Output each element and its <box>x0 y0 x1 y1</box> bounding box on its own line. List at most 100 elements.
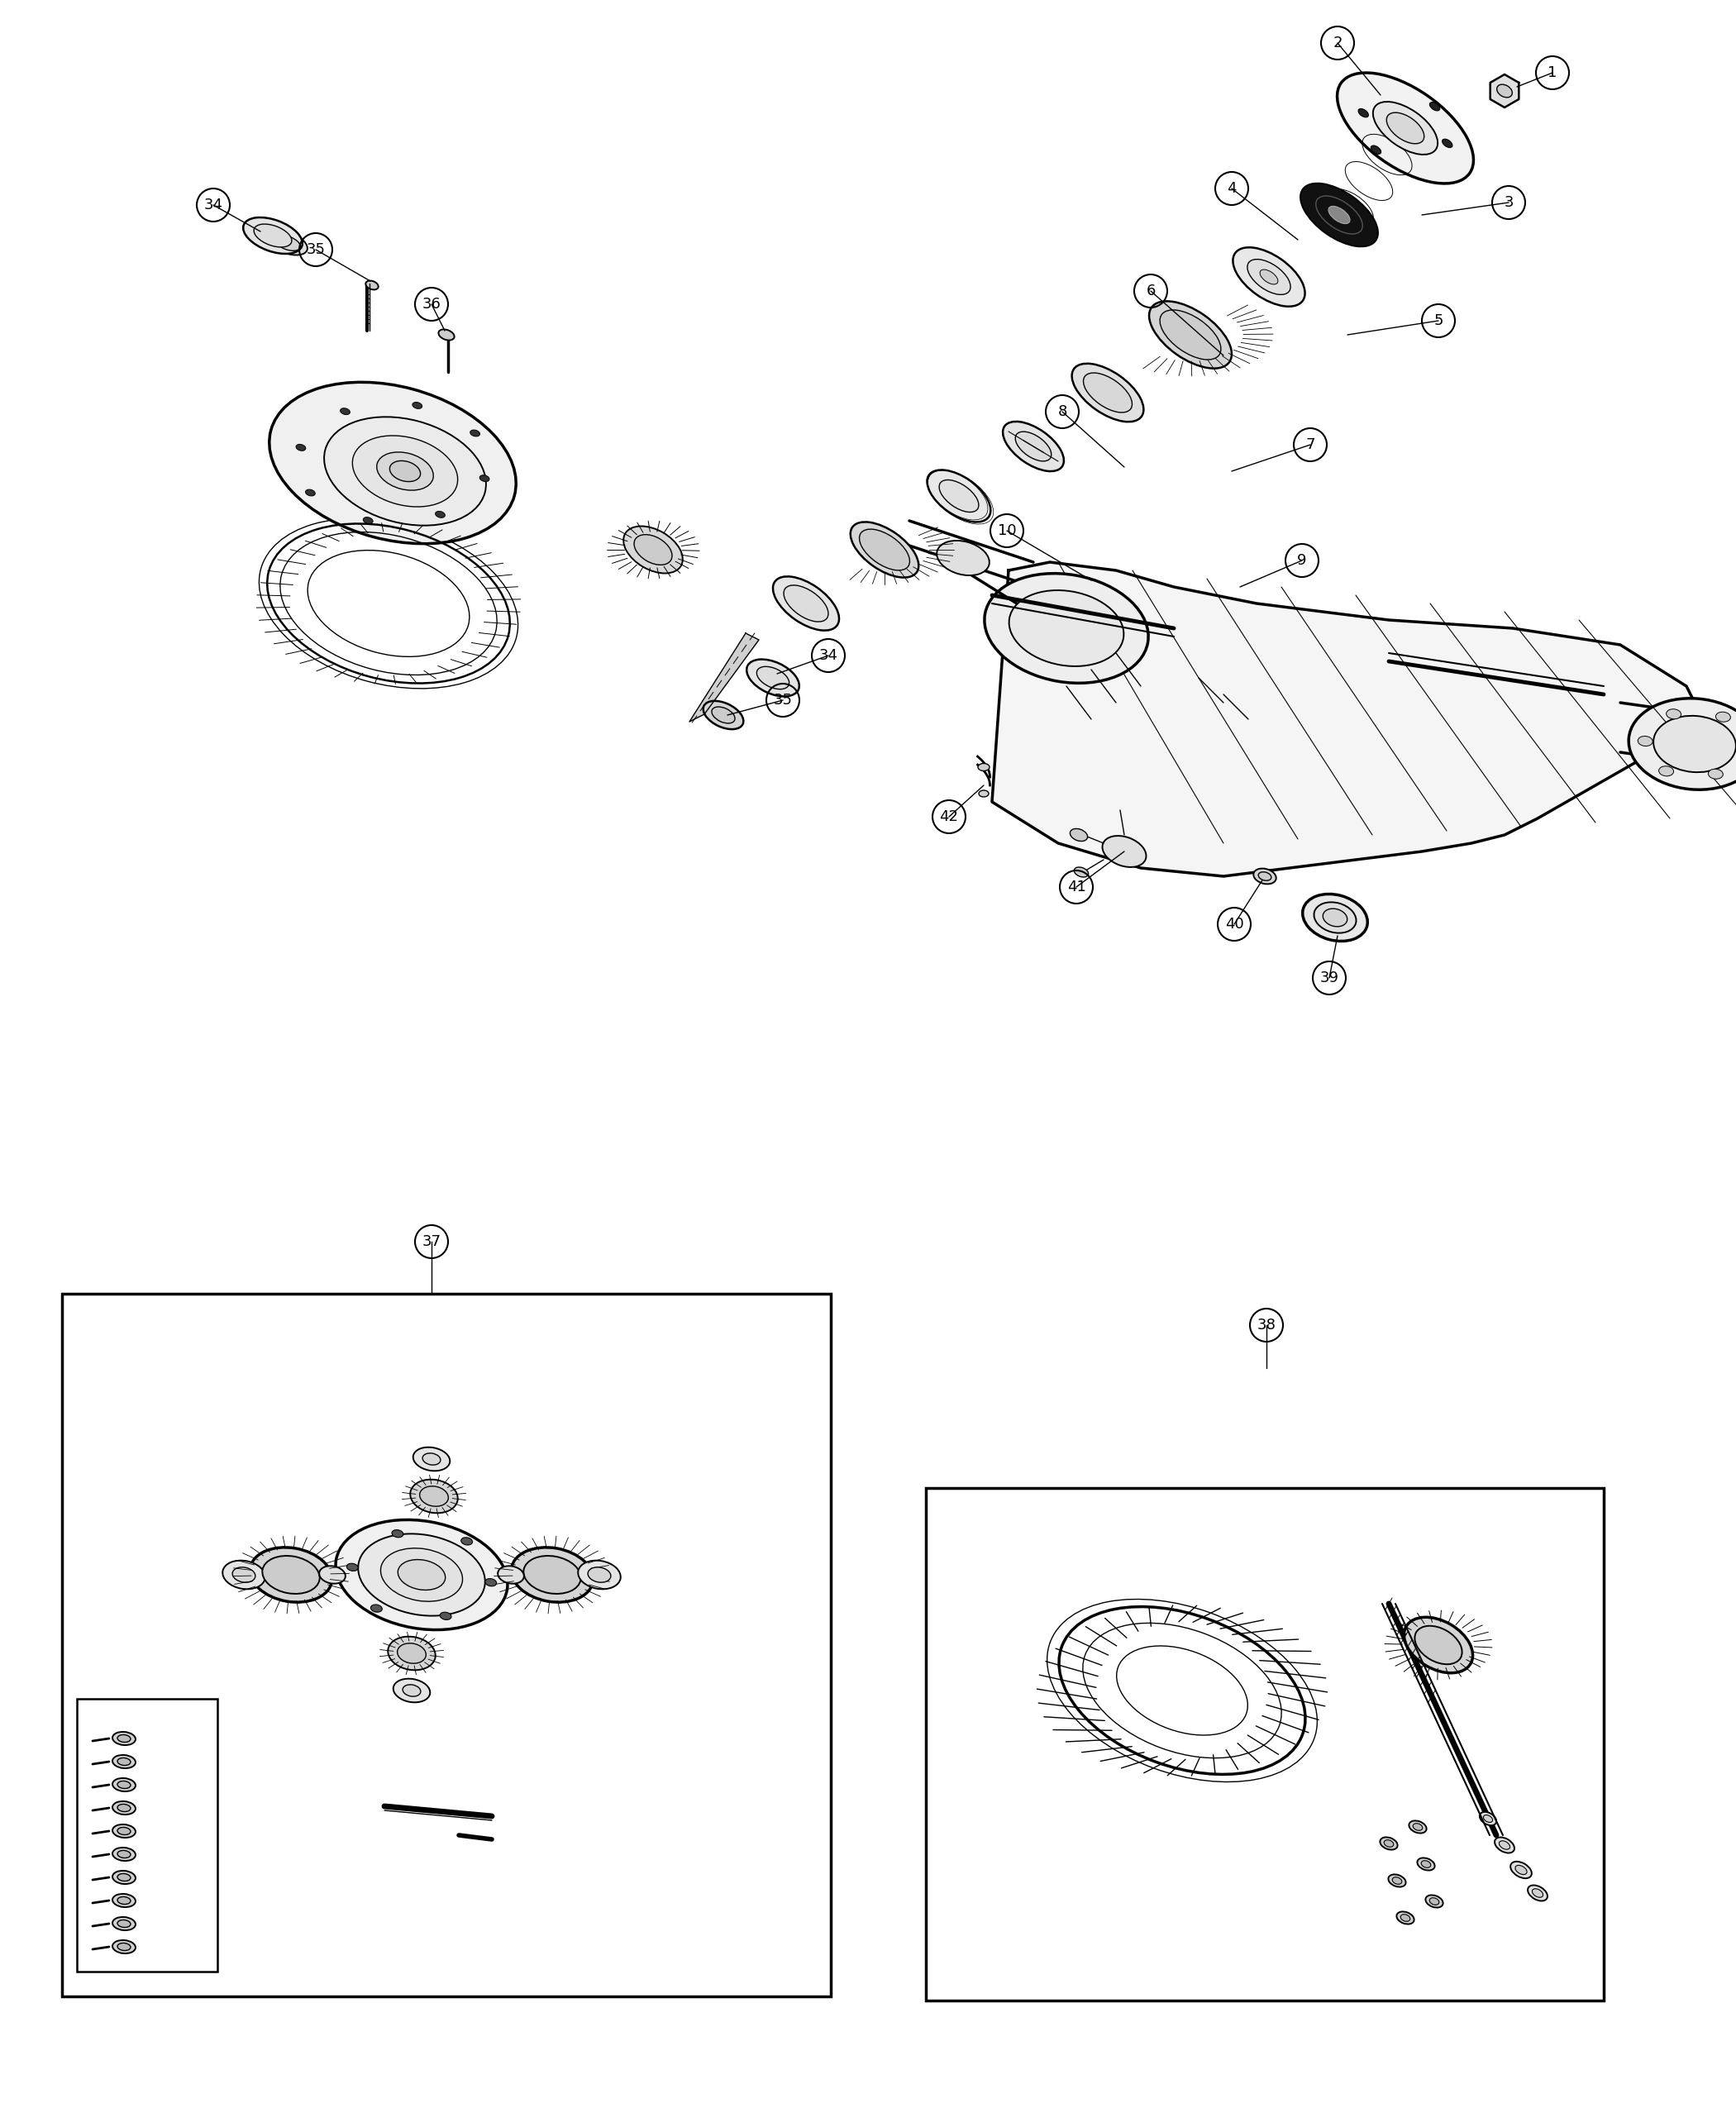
Ellipse shape <box>269 382 516 544</box>
Ellipse shape <box>1387 112 1424 143</box>
Ellipse shape <box>1358 110 1368 118</box>
Ellipse shape <box>233 1566 255 1583</box>
Ellipse shape <box>1116 1646 1248 1735</box>
Ellipse shape <box>1314 902 1356 934</box>
Ellipse shape <box>1371 145 1382 154</box>
Ellipse shape <box>118 1758 130 1764</box>
Ellipse shape <box>1415 1625 1462 1665</box>
Ellipse shape <box>1396 1912 1415 1925</box>
Text: 9: 9 <box>1297 552 1307 567</box>
Ellipse shape <box>578 1560 621 1589</box>
Ellipse shape <box>363 516 373 523</box>
Ellipse shape <box>413 1448 450 1471</box>
Ellipse shape <box>366 280 378 289</box>
Text: 10: 10 <box>998 523 1016 538</box>
Ellipse shape <box>352 436 458 506</box>
Text: 37: 37 <box>422 1233 441 1250</box>
Ellipse shape <box>439 329 455 339</box>
Ellipse shape <box>1510 1861 1531 1878</box>
Text: 35: 35 <box>306 242 325 257</box>
Text: 34: 34 <box>203 198 222 213</box>
Ellipse shape <box>712 706 734 723</box>
Ellipse shape <box>358 1535 484 1617</box>
Ellipse shape <box>413 403 422 409</box>
Ellipse shape <box>398 1644 425 1663</box>
Ellipse shape <box>1253 868 1276 883</box>
Ellipse shape <box>1302 894 1368 940</box>
Ellipse shape <box>1102 835 1146 866</box>
Ellipse shape <box>1337 74 1474 183</box>
Text: 7: 7 <box>1305 436 1316 453</box>
Ellipse shape <box>420 1486 448 1507</box>
Text: 34: 34 <box>819 647 838 664</box>
Ellipse shape <box>937 540 990 575</box>
Text: 2: 2 <box>1333 36 1342 51</box>
Ellipse shape <box>634 535 672 565</box>
Ellipse shape <box>118 1828 130 1834</box>
Ellipse shape <box>222 1560 266 1589</box>
Text: 38: 38 <box>1257 1318 1276 1332</box>
Ellipse shape <box>462 1537 472 1545</box>
Ellipse shape <box>118 1735 130 1741</box>
Ellipse shape <box>1660 765 1674 776</box>
Ellipse shape <box>389 462 420 481</box>
Ellipse shape <box>422 1452 441 1465</box>
Ellipse shape <box>977 763 990 772</box>
Ellipse shape <box>1380 1838 1397 1849</box>
Text: 1: 1 <box>1549 65 1557 80</box>
Ellipse shape <box>1533 1889 1543 1897</box>
Ellipse shape <box>113 1756 135 1769</box>
Ellipse shape <box>387 1636 436 1670</box>
Ellipse shape <box>1401 1914 1410 1920</box>
Ellipse shape <box>113 1939 135 1954</box>
Ellipse shape <box>1149 301 1233 369</box>
Ellipse shape <box>1323 909 1347 928</box>
Ellipse shape <box>1708 769 1724 780</box>
Ellipse shape <box>1009 590 1123 666</box>
Ellipse shape <box>927 470 991 523</box>
Ellipse shape <box>484 1579 496 1585</box>
Ellipse shape <box>1260 270 1278 285</box>
Ellipse shape <box>340 409 351 415</box>
Ellipse shape <box>1413 1823 1422 1830</box>
Ellipse shape <box>1443 139 1453 148</box>
Ellipse shape <box>1479 1813 1496 1826</box>
Ellipse shape <box>1160 310 1220 360</box>
Ellipse shape <box>113 1916 135 1931</box>
Ellipse shape <box>1075 866 1088 877</box>
Polygon shape <box>991 563 1703 877</box>
Ellipse shape <box>1047 1600 1318 1781</box>
Text: 39: 39 <box>1319 970 1338 984</box>
Ellipse shape <box>1483 1815 1493 1823</box>
Ellipse shape <box>410 1480 458 1514</box>
Ellipse shape <box>118 1897 130 1904</box>
Ellipse shape <box>250 1547 332 1602</box>
Ellipse shape <box>1389 1874 1406 1887</box>
Ellipse shape <box>1410 1821 1427 1834</box>
Ellipse shape <box>118 1874 130 1880</box>
Ellipse shape <box>623 527 682 573</box>
Text: 5: 5 <box>1434 314 1443 329</box>
Ellipse shape <box>470 430 479 436</box>
Ellipse shape <box>859 529 910 571</box>
Ellipse shape <box>306 489 316 495</box>
Ellipse shape <box>118 1920 130 1927</box>
Ellipse shape <box>113 1800 135 1815</box>
Ellipse shape <box>259 519 517 689</box>
Ellipse shape <box>939 481 979 512</box>
Ellipse shape <box>1259 873 1271 881</box>
Ellipse shape <box>1667 708 1680 719</box>
Ellipse shape <box>1528 1885 1547 1901</box>
Ellipse shape <box>1430 101 1439 112</box>
Ellipse shape <box>377 451 434 491</box>
Ellipse shape <box>113 1893 135 1908</box>
Ellipse shape <box>113 1870 135 1885</box>
Ellipse shape <box>746 660 799 696</box>
Ellipse shape <box>392 1530 403 1537</box>
Ellipse shape <box>113 1733 135 1745</box>
Ellipse shape <box>1366 76 1397 101</box>
Ellipse shape <box>118 1804 130 1811</box>
Ellipse shape <box>479 474 490 481</box>
Ellipse shape <box>1425 1895 1443 1908</box>
Ellipse shape <box>1392 1876 1403 1885</box>
